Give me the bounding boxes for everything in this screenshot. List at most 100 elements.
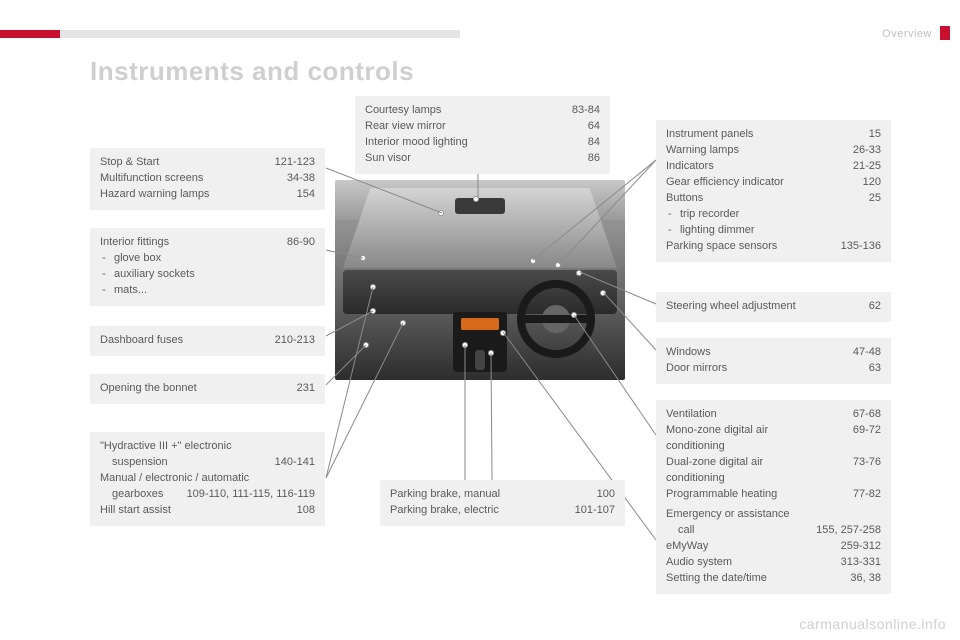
label: Steering wheel adjustment [666, 299, 829, 315]
box-stop-start: Stop & Start121-123 Multifunction screen… [90, 148, 325, 210]
pointer-dot [600, 290, 606, 296]
label-cont: gearboxes [100, 487, 163, 503]
row: Dual-zone digital air conditioning73-76 [666, 455, 881, 487]
box-ventilation: Ventilation67-68 Mono-zone digital air c… [656, 400, 891, 510]
sub-item: lighting dimmer [666, 223, 881, 239]
steering-wheel [517, 280, 595, 358]
row: Door mirrors63 [666, 361, 881, 377]
box-courtesy-lamps: Courtesy lamps83-84 Rear view mirror64 I… [355, 96, 610, 174]
box-emergency-assistance: Emergency or assistance call 155, 257-25… [656, 500, 891, 594]
box-instrument-panels: Instrument panels15 Warning lamps26-33 I… [656, 120, 891, 262]
center-console [453, 312, 507, 372]
pages: 259-312 [829, 539, 881, 555]
dashboard-photo [335, 180, 625, 380]
pointer-dot [500, 330, 506, 336]
pages: 26-33 [829, 143, 881, 159]
pointer-dot [576, 270, 582, 276]
label-cont: call [666, 523, 695, 539]
box-opening-bonnet: Opening the bonnet231 [90, 374, 325, 404]
label: Windows [666, 345, 829, 361]
row: Gear efficiency indicator120 [666, 175, 881, 191]
header-red-bar [0, 30, 60, 38]
row: Parking brake, manual100 [390, 487, 615, 503]
label: Interior mood lighting [365, 135, 548, 151]
box-dashboard-fuses: Dashboard fuses210-213 [90, 326, 325, 356]
box-hydractive: "Hydractive III +" electronic suspension… [90, 432, 325, 526]
row: Multifunction screens34-38 [100, 171, 315, 187]
pages: 101-107 [563, 503, 615, 519]
label: Parking space sensors [666, 239, 829, 255]
sub-item: trip recorder [666, 207, 881, 223]
label: Mono-zone digital air conditioning [666, 423, 829, 455]
row: Manual / electronic / automatic gearboxe… [100, 471, 315, 503]
row: Interior mood lighting84 [365, 135, 600, 151]
row: Buttons25 [666, 191, 881, 207]
row: "Hydractive III +" electronic suspension… [100, 439, 315, 471]
pages: 63 [829, 361, 881, 377]
section-label: Overview [882, 28, 932, 40]
pages: 36, 38 [829, 571, 881, 587]
pages: 121-123 [263, 155, 315, 171]
label: Rear view mirror [365, 119, 548, 135]
pages: 109-110, 111-115, 116-119 [187, 487, 315, 503]
pages: 231 [263, 381, 315, 397]
row: Stop & Start121-123 [100, 155, 315, 171]
pointer-dot [473, 196, 479, 202]
row: Windows47-48 [666, 345, 881, 361]
label: Opening the bonnet [100, 381, 263, 397]
header-grey-bar [60, 30, 460, 38]
page-title: Instruments and controls [90, 56, 414, 87]
label: Audio system [666, 555, 829, 571]
rear-view-mirror [455, 198, 505, 214]
row: Audio system313-331 [666, 555, 881, 571]
pages: 313-331 [829, 555, 881, 571]
pages: 108 [263, 503, 315, 519]
label: Courtesy lamps [365, 103, 548, 119]
pointer-dot [555, 262, 561, 268]
row: Mono-zone digital air conditioning69-72 [666, 423, 881, 455]
pointer-dot [462, 342, 468, 348]
pages: 86 [548, 151, 600, 167]
label: Gear efficiency indicator [666, 175, 829, 191]
row: Rear view mirror64 [365, 119, 600, 135]
label: "Hydractive III +" electronic [100, 439, 315, 455]
row: Parking brake, electric101-107 [390, 503, 615, 519]
row: Opening the bonnet231 [100, 381, 315, 397]
row: Instrument panels15 [666, 127, 881, 143]
label: Ventilation [666, 407, 829, 423]
label: Stop & Start [100, 155, 263, 171]
pages: 34-38 [263, 171, 315, 187]
label-cont: suspension [100, 455, 168, 471]
label: Indicators [666, 159, 829, 175]
label: Interior fittings [100, 235, 263, 251]
pages: 140-141 [275, 455, 315, 471]
pages: 21-25 [829, 159, 881, 175]
label: Parking brake, electric [390, 503, 563, 519]
label: Sun visor [365, 151, 548, 167]
pages: 25 [829, 191, 881, 207]
box-windows-mirrors: Windows47-48 Door mirrors63 [656, 338, 891, 384]
header-red-tab [940, 26, 950, 40]
pointer-dot [438, 210, 444, 216]
pages: 15 [829, 127, 881, 143]
label: Instrument panels [666, 127, 829, 143]
pages: 83-84 [548, 103, 600, 119]
label: Buttons [666, 191, 829, 207]
row: Hill start assist108 [100, 503, 315, 519]
pages: 47-48 [829, 345, 881, 361]
pages: 135-136 [829, 239, 881, 255]
label: Multifunction screens [100, 171, 263, 187]
box-interior-fittings: Interior fittings86-90 glove box auxilia… [90, 228, 325, 306]
pointer-dot [530, 258, 536, 264]
label: Hazard warning lamps [100, 187, 263, 203]
row: Interior fittings86-90 [100, 235, 315, 251]
box-steering-adjustment: Steering wheel adjustment62 [656, 292, 891, 322]
sub-item: auxiliary sockets [100, 267, 315, 283]
pointer-dot [571, 312, 577, 318]
pointer-dot [370, 284, 376, 290]
pages: 86-90 [263, 235, 315, 251]
row: Indicators21-25 [666, 159, 881, 175]
row: Setting the date/time36, 38 [666, 571, 881, 587]
pages: 84 [548, 135, 600, 151]
watermark: carmanualsonline.info [799, 616, 946, 632]
